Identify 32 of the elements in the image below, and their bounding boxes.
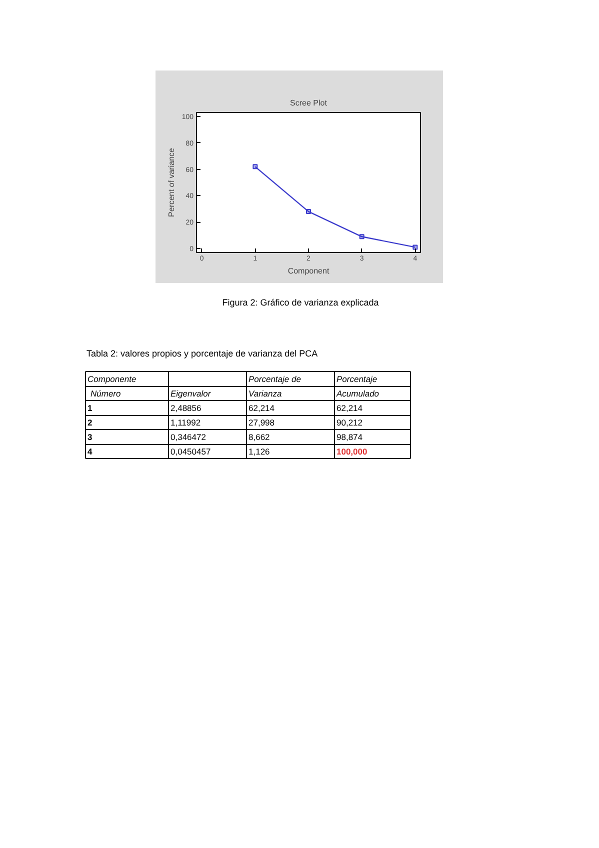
point — [306, 209, 311, 214]
text: 100,000 — [336, 446, 368, 456]
text: Varianza — [248, 388, 282, 398]
text: Acumulado — [336, 388, 380, 398]
text: 90,212 — [336, 418, 363, 428]
text: 62,214 — [248, 403, 275, 413]
text: 27,998 — [248, 418, 275, 428]
text: 1,126 — [248, 446, 270, 456]
text: Componente — [88, 374, 136, 384]
text: 3 — [88, 432, 92, 442]
text: Porcentaje de — [248, 374, 302, 384]
text: 8,662 — [248, 432, 270, 442]
text: 98,874 — [336, 432, 363, 442]
text: 4 — [88, 446, 92, 456]
text: 0,0450457 — [170, 446, 211, 456]
point — [252, 164, 258, 170]
text: 1,11992 — [170, 418, 201, 428]
text: 2,48856 — [170, 403, 202, 413]
y-axis-title: Percent of variance — [166, 147, 176, 217]
text: 1 — [88, 403, 92, 413]
text: 0,346472 — [170, 432, 206, 442]
point — [359, 234, 364, 240]
chart-title: Scree Plot — [290, 98, 328, 108]
text: 62,214 — [336, 403, 363, 413]
x-axis-title: Component — [288, 266, 330, 276]
text: Porcentaje — [336, 374, 378, 384]
text: Número — [90, 388, 122, 398]
point — [412, 244, 418, 250]
text: 2 — [88, 418, 92, 428]
text: Eigenvalor — [170, 388, 212, 398]
text: Figura 2: Gráfico de varianza explicada — [222, 298, 379, 308]
text: Tabla 2: valores propios y porcentaje de varianza del PCA — [86, 348, 318, 358]
